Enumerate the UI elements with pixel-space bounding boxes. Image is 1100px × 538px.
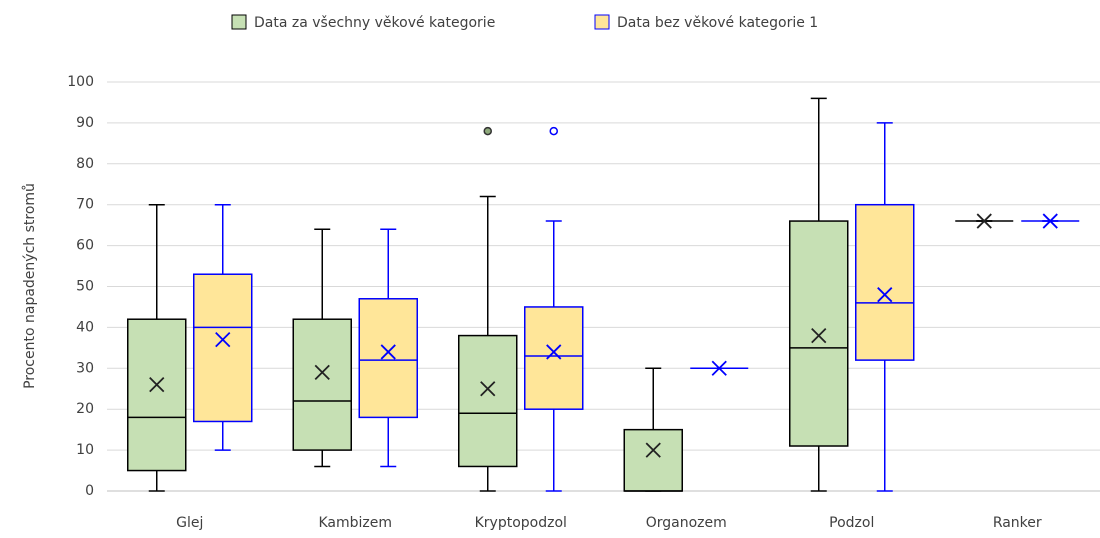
box	[292, 318, 352, 451]
outlier	[483, 126, 492, 136]
y-tick-label: 50	[76, 279, 94, 295]
mean-marker	[877, 287, 893, 303]
mean-marker	[976, 213, 992, 229]
box	[789, 220, 849, 447]
y-tick-label: 80	[76, 156, 94, 172]
box	[458, 334, 518, 468]
y-tick-label: 90	[76, 115, 94, 131]
y-axis-label: Procento napadených stromů	[22, 183, 38, 389]
legend-label: Data bez věkové kategorie 1	[617, 15, 818, 31]
y-tick-label: 40	[76, 319, 94, 335]
y-tick-label: 100	[67, 74, 94, 90]
y-tick-label: 60	[76, 238, 94, 254]
y-tick-label: 70	[76, 197, 94, 213]
outlier	[549, 126, 558, 136]
box	[855, 203, 915, 361]
box	[358, 298, 418, 419]
mean-marker	[314, 364, 330, 381]
y-tick-label: 10	[76, 442, 94, 458]
mean-marker	[811, 327, 827, 344]
x-tick-label: Glej	[176, 515, 203, 531]
mean-marker	[546, 344, 562, 360]
mean-marker	[480, 381, 496, 397]
y-tick-label: 30	[76, 360, 94, 376]
mean-marker	[149, 377, 165, 393]
box	[127, 318, 187, 472]
mean-marker	[380, 344, 396, 360]
mean-marker	[1042, 213, 1058, 229]
mean-marker	[711, 360, 727, 376]
mean-marker	[645, 442, 661, 458]
y-tick-label: 20	[76, 401, 94, 417]
box	[193, 273, 253, 423]
box	[623, 428, 683, 492]
x-tick-label: Kryptopodzol	[475, 515, 567, 531]
legend-label: Data za všechny věkové kategorie	[254, 15, 495, 31]
x-tick-label: Podzol	[829, 515, 874, 531]
box	[524, 306, 584, 410]
y-tick-label: 0	[85, 483, 94, 499]
x-tick-label: Ranker	[993, 515, 1042, 531]
x-tick-label: Organozem	[646, 515, 727, 531]
legend-swatch	[231, 14, 247, 30]
mean-marker	[215, 332, 231, 348]
legend-swatch	[594, 14, 610, 30]
x-tick-label: Kambizem	[318, 515, 392, 531]
